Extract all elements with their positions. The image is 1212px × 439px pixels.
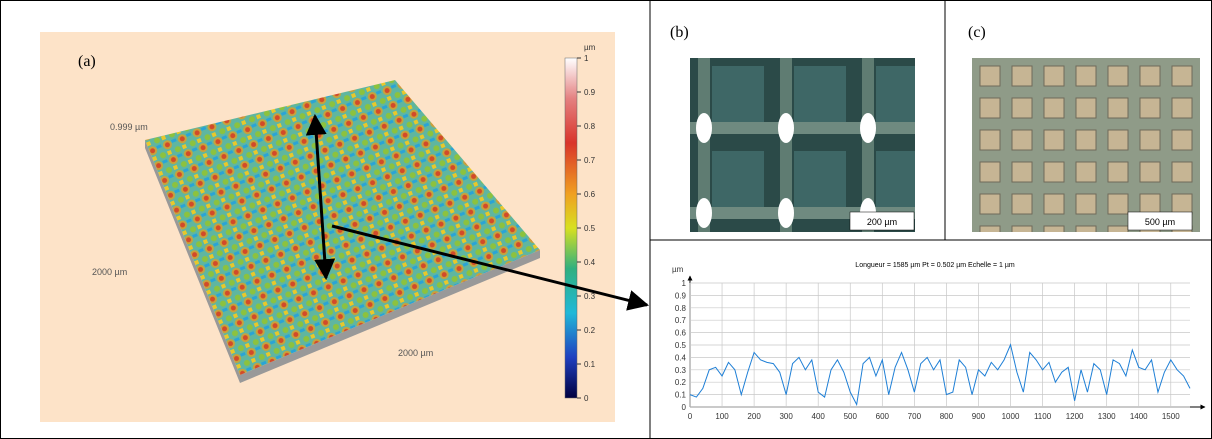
profile-line [689,343,1191,407]
scale-bar-label: 500 µm [1145,217,1175,227]
micrograph [972,58,1200,232]
x-tick-label: 1100 [1034,412,1052,421]
colorbar-tick-label: 0.4 [584,258,596,267]
x-tick-label: 1300 [1098,412,1116,421]
panel-label: (a) [78,53,96,70]
colorbar-tick-label: 1 [584,54,589,63]
colorbar-unit: µm [584,43,596,52]
colorbar-tick-label: 0.3 [584,292,596,301]
surface-base [145,140,540,383]
x-tick-label: 300 [779,412,793,421]
y-tick-label: 0.7 [675,316,687,325]
y-tick-label: 0 [682,403,687,412]
x-tick-label: 200 [747,412,761,421]
y-tick-label: 0.4 [675,353,687,362]
colorbar-tick-label: 0.7 [584,156,596,165]
scale-bar [1127,211,1193,231]
y-tick-label: 0.5 [675,341,687,350]
x-tick-label: 700 [908,412,922,421]
scale-bar [849,211,915,231]
y-tick-label: 0.2 [675,378,687,387]
colorbar-tick-label: 0.2 [584,326,596,335]
y-tick-label: 0.6 [675,329,687,338]
x-tick-label: 1400 [1130,412,1148,421]
y-tick-label: 0.8 [675,304,687,313]
x-tick-label: 800 [940,412,954,421]
colorbar [564,57,578,399]
panel-label: (c) [968,24,986,41]
scale-bar-label: 200 µm [867,217,897,227]
width-label: 2000 µm [92,267,127,277]
colorbar-tick-label: 0.6 [584,190,596,199]
arrow [331,224,650,311]
x-tick-label: 600 [876,412,890,421]
x-tick-label: 1200 [1066,412,1084,421]
micrograph [690,58,915,232]
width-label: 2000 µm [398,348,433,358]
colorbar-tick-label: 0.1 [584,360,596,369]
x-tick-label: 900 [972,412,986,421]
x-tick-label: 1500 [1162,412,1180,421]
y-tick-label: 0.9 [675,291,687,300]
y-tick-label: 1 [682,279,687,288]
colorbar-tick-label: 0.9 [584,88,596,97]
arrow [305,113,336,281]
x-tick-label: 400 [812,412,826,421]
chart-title: Longueur = 1585 µm Pt = 0.502 µm Echelle… [855,262,1015,269]
y-tick-label: 0.3 [675,366,687,375]
panel-label: (b) [670,24,689,41]
x-tick-label: 100 [715,412,729,421]
height-label: 0.999 µm [110,122,148,132]
y-tick-label: 0.1 [675,391,687,400]
colorbar-tick-label: 0.8 [584,122,596,131]
x-tick-label: 0 [688,412,693,421]
colorbar-tick-label: 0 [584,394,589,403]
x-tick-label: 500 [844,412,858,421]
y-axis-label: µm [672,265,684,274]
x-tick-label: 1000 [1002,412,1020,421]
colorbar-tick-label: 0.5 [584,224,596,233]
